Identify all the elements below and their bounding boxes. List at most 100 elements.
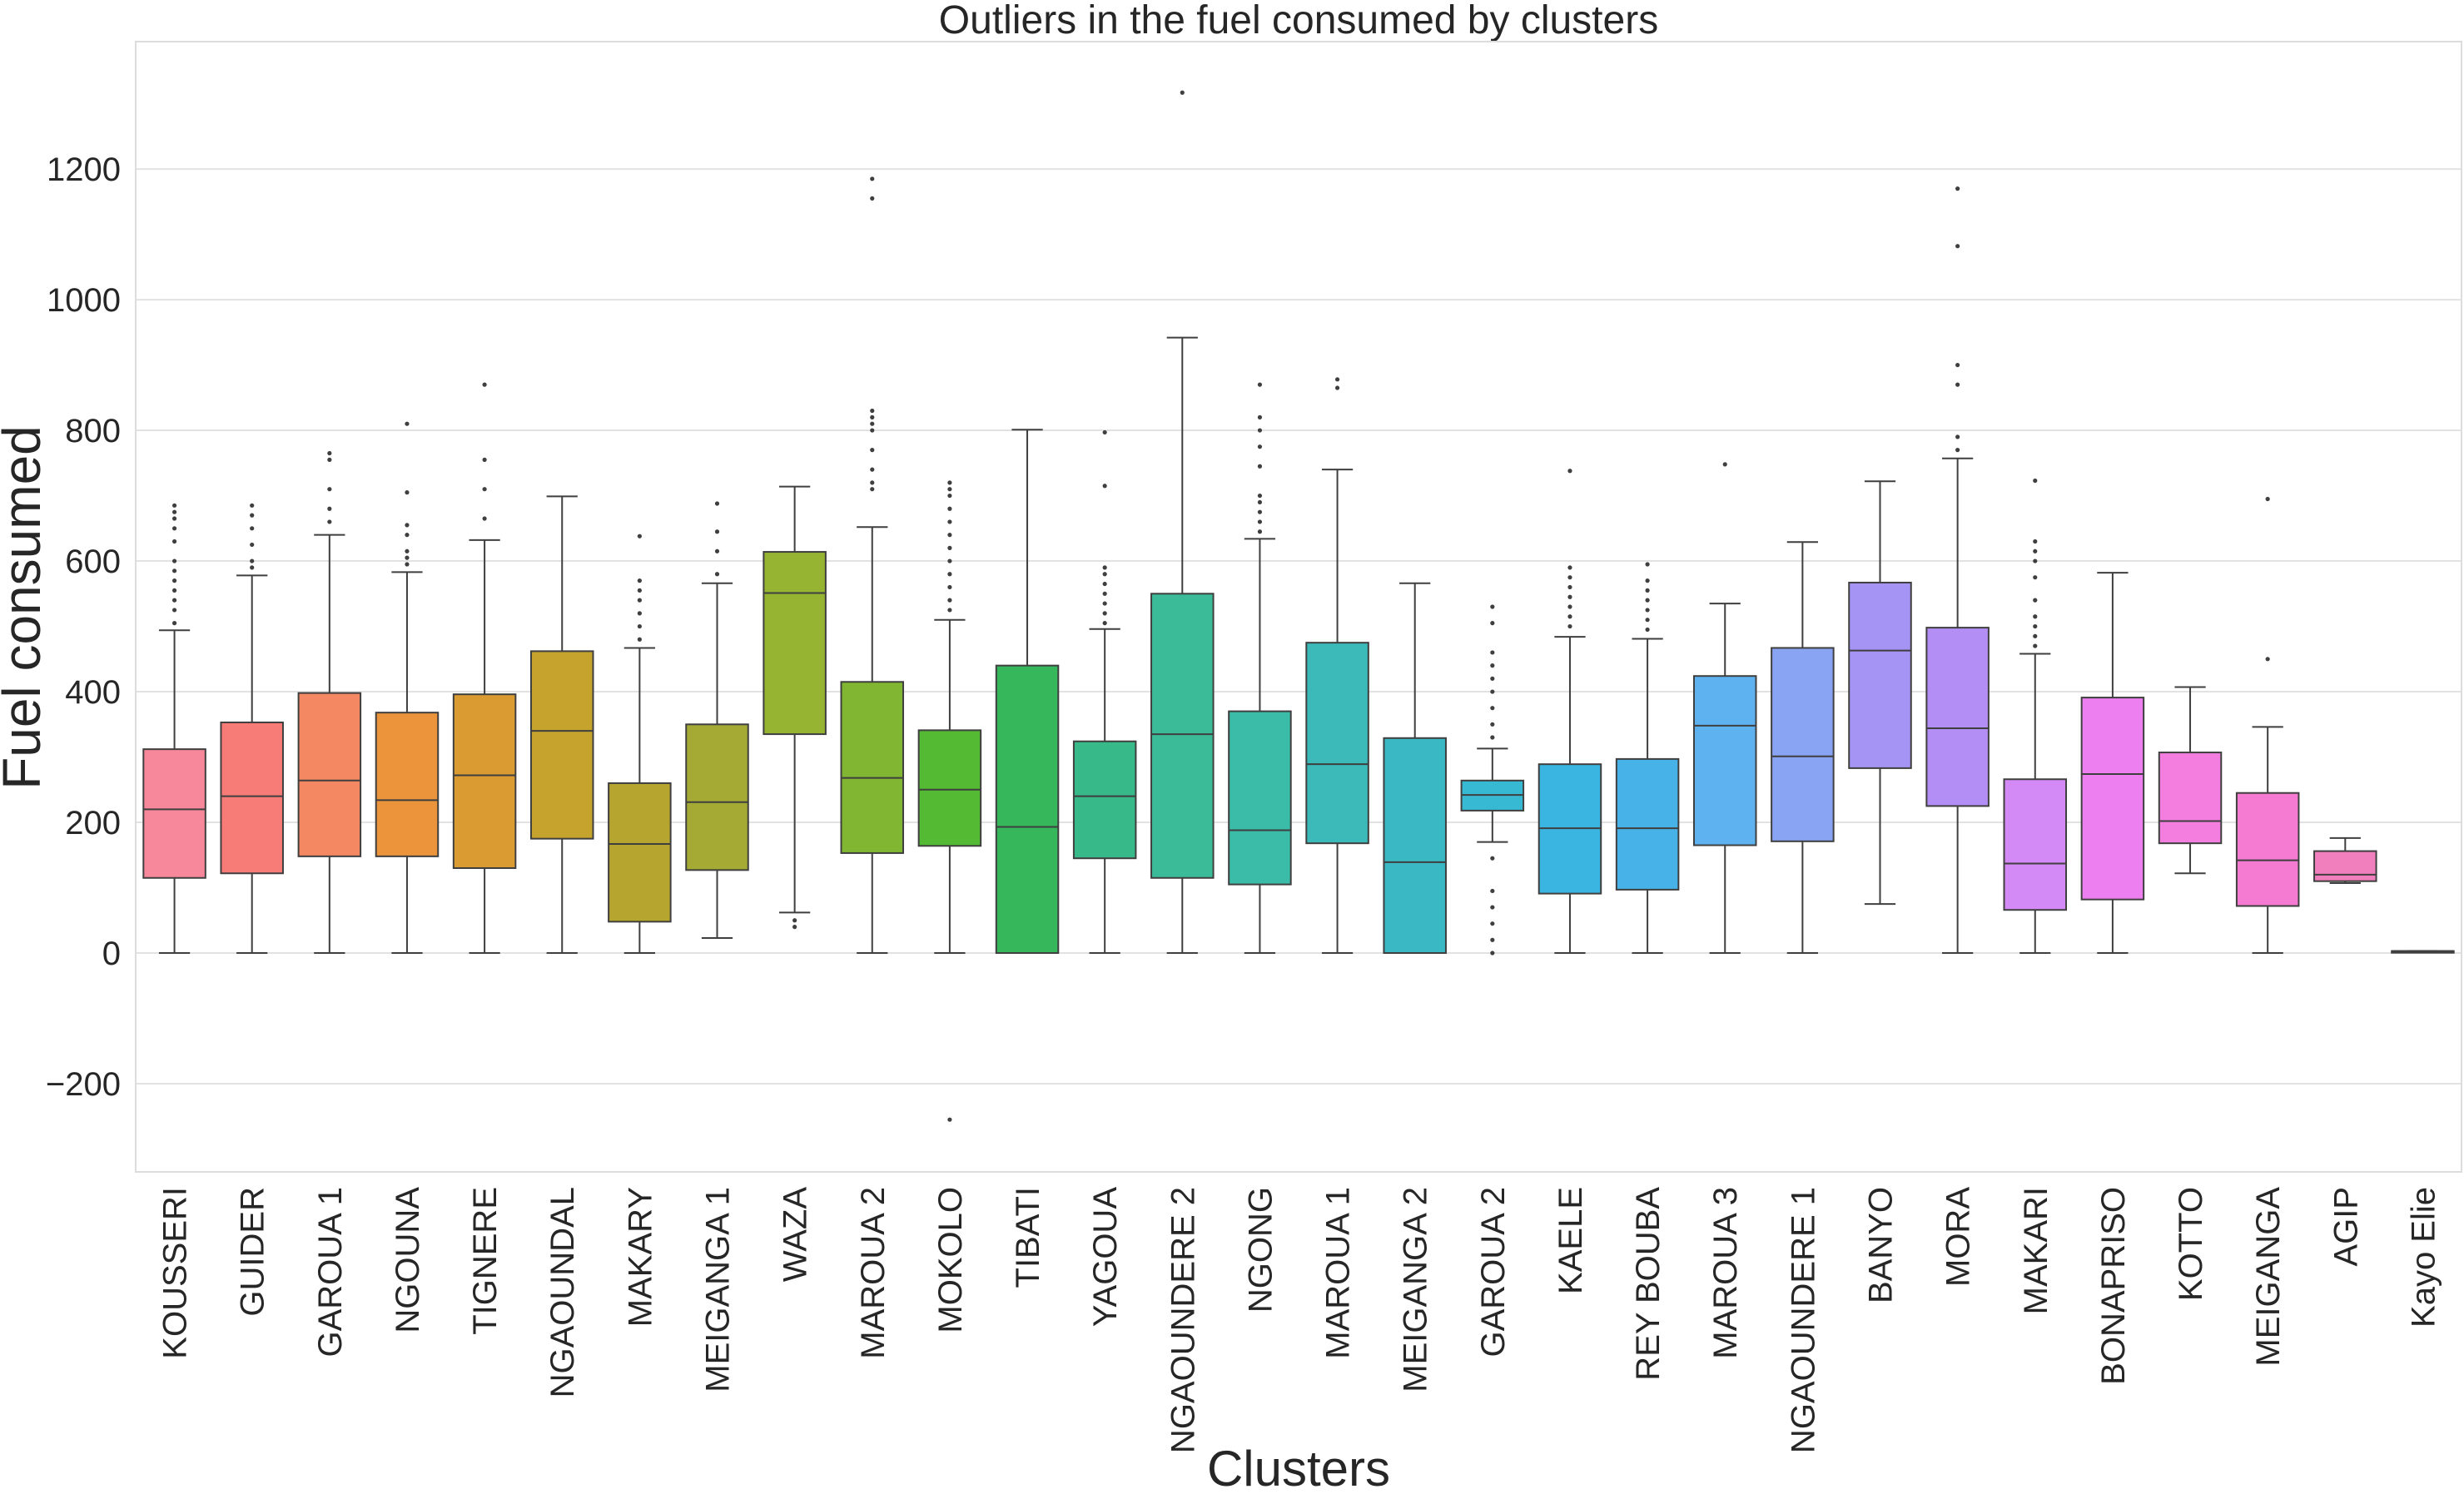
outlier-point [637,534,642,539]
outlier-point [1645,618,1650,623]
outlier-point [482,457,487,462]
outlier-point [1645,608,1650,613]
x-tick-label: MAKARI [2018,1187,2054,1314]
plot-area: −200 0 200 400 600 800 1000 1200 KOUSSERI GUIDER G… [46,41,2462,1453]
x-tick-label: MEIGANGA 2 [1398,1187,1434,1392]
outlier-point [171,526,177,531]
x-tick-label: BANYO [1863,1187,1900,1303]
outlier-point [1955,362,1960,368]
outlier-point [171,509,177,514]
outlier-point [2033,643,2038,648]
x-tick-label: TIBATI [1010,1187,1046,1288]
x-tick-label: MEIGANGA [2250,1187,2287,1367]
outlier-point [405,421,410,426]
outlier-point [405,555,410,560]
outlier-point [1102,581,1107,587]
outlier-point [1490,951,1495,955]
outlier-point [1567,614,1572,619]
outlier-point [327,457,332,462]
outlier-point [792,918,797,923]
x-tick-label: NGONG [1242,1187,1279,1313]
outlier-point [637,598,642,603]
outlier-point [1102,572,1107,577]
x-tick-label: AGIP [2327,1187,2364,1267]
x-tick-label: MEIGANGA 1 [700,1187,737,1392]
y-tick-label: 800 [65,413,121,449]
x-axis-label: Clusters [1207,1441,1390,1497]
outlier-point [947,533,952,538]
outlier-point [1490,706,1495,711]
outlier-point [1490,888,1495,894]
outlier-point [947,480,952,485]
outlier-point [1645,578,1650,583]
outlier-point [2033,623,2038,629]
outlier-point [1102,621,1107,626]
outlier-point [482,516,487,521]
y-tick-label: −200 [46,1066,121,1103]
outlier-point [1180,90,1185,95]
x-tick-label: BONAPRISO [2095,1187,2132,1385]
x-tick-label: GAROUA 2 [1475,1187,1512,1358]
outlier-point [870,467,875,472]
outlier-point [947,1117,952,1122]
outlier-point [1257,509,1263,514]
outlier-point [1567,469,1572,474]
outlier-point [947,487,952,492]
outlier-point [2033,633,2038,638]
outlier-point [327,487,332,492]
outlier-point [637,578,642,583]
outlier-point [171,588,177,593]
box-tignere [452,693,517,869]
outlier-point [2265,657,2270,662]
box-meiganga-2 [1383,737,1447,955]
outlier-point [1257,464,1263,469]
outlier-point [1334,385,1340,390]
x-tick-label: NGAOUNDERE 2 [1165,1187,1201,1453]
outlier-point [1955,434,1960,439]
outlier-point [1490,604,1495,609]
outlier-point [637,637,642,642]
box-maroua-1 [1305,642,1369,845]
box-waza [763,551,827,736]
outlier-point [870,196,875,201]
outlier-point [1257,493,1263,499]
outlier-point [870,421,875,426]
box-banyo [1848,581,1912,769]
outlier-point [1955,186,1960,191]
box-makary [608,782,672,923]
box-ngouna [375,712,440,857]
box-kousseri [142,748,206,879]
outlier-point [1567,594,1572,599]
box-meiganga-1 [685,723,749,871]
outlier-point [1490,676,1495,681]
outlier-point [1567,575,1572,580]
outlier-point [714,572,720,577]
outlier-point [1102,611,1107,616]
outlier-point [1257,499,1263,505]
box-meiganga [2235,792,2300,907]
outlier-point [171,598,177,603]
outlier-point [947,608,952,613]
y-tick-label: 1000 [47,282,121,319]
outlier-point [1955,448,1960,453]
y-tick-label: 600 [65,544,121,580]
outlier-point [637,588,642,593]
outlier-point [1645,588,1650,593]
outlier-point [327,450,332,456]
outlier-point [171,578,177,583]
outlier-point [1955,244,1960,249]
x-tick-label: KOTTO [2173,1187,2209,1301]
box-ngaoundere-1 [1771,647,1835,842]
outlier-point [327,506,332,511]
box-guider [220,721,284,875]
outlier-point [1490,921,1495,926]
outlier-point [714,501,720,506]
box-mora [1925,627,1990,807]
outlier-point [1645,562,1650,567]
outlier-point [1567,584,1572,590]
outlier-point [1102,565,1107,570]
outlier-point [1257,428,1263,433]
x-tick-label: GAROUA 1 [312,1187,349,1358]
outlier-point [405,523,410,528]
box-ngaoundal [529,650,594,840]
